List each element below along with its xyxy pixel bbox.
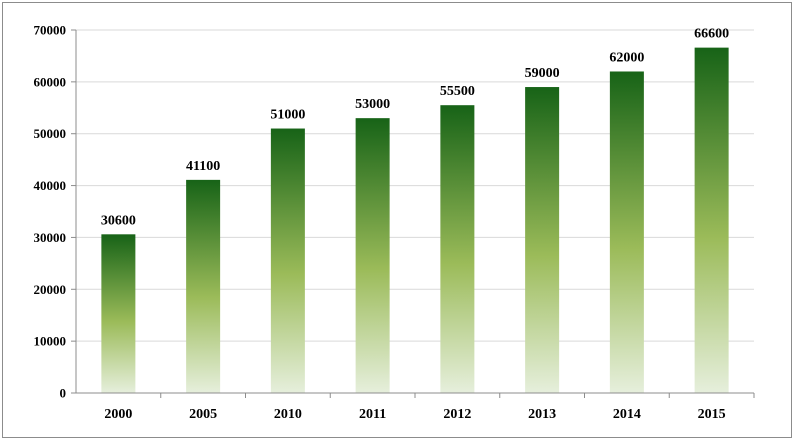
x-tick-label: 2005 [189, 407, 217, 422]
x-tick-label: 2015 [698, 407, 726, 422]
data-label: 51000 [270, 108, 305, 123]
y-tick-label: 40000 [34, 178, 67, 193]
y-tick-label: 0 [60, 386, 67, 401]
labels: 0 10000 20000 30000 40000 50000 60000 70000 2000… [34, 23, 730, 423]
x-tick-label: 2011 [359, 407, 386, 422]
y-tick-label: 50000 [34, 126, 67, 141]
x-tick-label: 2000 [104, 407, 132, 422]
y-tick-label: 60000 [34, 74, 67, 89]
bar [694, 47, 729, 393]
x-tick-label: 2013 [528, 407, 556, 422]
axes [71, 29, 755, 398]
y-tick-label: 30000 [34, 230, 67, 245]
y-tick-label: 70000 [34, 23, 67, 38]
data-label: 53000 [355, 97, 390, 112]
bar [609, 71, 644, 393]
x-tick-label: 2012 [443, 407, 471, 422]
data-label: 66600 [694, 27, 729, 42]
data-label: 62000 [609, 50, 644, 65]
bar [440, 105, 475, 393]
bar [101, 234, 136, 393]
data-label: 59000 [525, 66, 560, 81]
bar [525, 87, 560, 394]
x-tick-label: 2014 [613, 407, 641, 422]
bars [101, 47, 729, 394]
y-tick-label: 10000 [34, 334, 67, 349]
bar [186, 179, 221, 393]
bar [270, 128, 305, 393]
gridlines [76, 29, 754, 342]
data-label: 55500 [440, 84, 475, 99]
y-tick-label: 20000 [34, 282, 67, 297]
x-tick-label: 2010 [274, 407, 302, 422]
data-label: 41100 [186, 159, 220, 174]
data-label: 30600 [101, 213, 136, 228]
bar [355, 118, 390, 394]
